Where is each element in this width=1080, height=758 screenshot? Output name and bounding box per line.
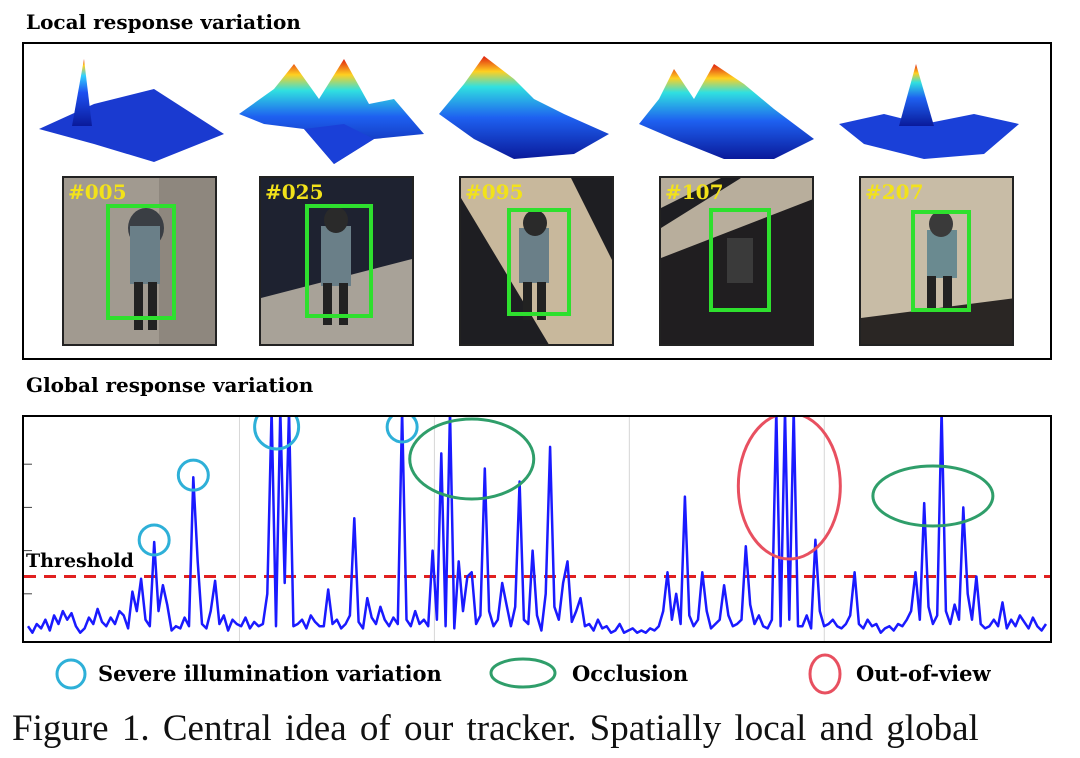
figure-caption: Figure 1. Central idea of our tracker. S…	[12, 708, 979, 749]
illumination-marker	[253, 417, 301, 451]
frame-thumbnail-005: #005	[62, 176, 217, 346]
frame-number-label: #107	[665, 180, 724, 204]
frame-thumbnail-207: #207	[859, 176, 1014, 346]
response-surface-1	[39, 59, 224, 162]
occlusion-marker	[408, 417, 536, 501]
frame-thumbnail-095: #095	[459, 176, 614, 346]
legend-out-of-view-label: Out-of-view	[856, 661, 991, 686]
legend-illumination-label: Severe illumination variation	[98, 661, 442, 686]
global-response-chart	[22, 415, 1052, 643]
frame-number-label: #095	[465, 180, 524, 204]
frame-number-label: #005	[68, 180, 127, 204]
local-response-panel: #005 #025 #095	[22, 42, 1052, 360]
response-line-chart	[24, 417, 1050, 641]
occlusion-marker	[871, 464, 995, 528]
threshold-label: Threshold	[26, 550, 134, 572]
illumination-circle-icon	[55, 658, 87, 690]
occlusion-ellipse-icon	[489, 657, 557, 689]
frame-number-label: #025	[265, 180, 324, 204]
illumination-marker	[176, 458, 210, 492]
global-response-heading: Global response variation	[26, 373, 314, 397]
response-surface-2	[239, 59, 424, 164]
out-of-view-marker	[736, 417, 842, 561]
response-surface-3	[439, 56, 609, 159]
frame-thumbnail-025: #025	[259, 176, 414, 346]
legend-occlusion-label: Occlusion	[572, 661, 689, 686]
out-of-view-ellipse-icon	[808, 653, 842, 695]
response-series-line	[26, 417, 1048, 634]
frame-number-label: #207	[865, 180, 924, 204]
illumination-marker	[385, 417, 419, 444]
illumination-marker	[137, 523, 171, 557]
response-surface-5	[839, 64, 1019, 159]
frame-thumbnail-107: #107	[659, 176, 814, 346]
response-surface-4	[639, 64, 814, 159]
local-response-heading: Local response variation	[26, 10, 301, 34]
